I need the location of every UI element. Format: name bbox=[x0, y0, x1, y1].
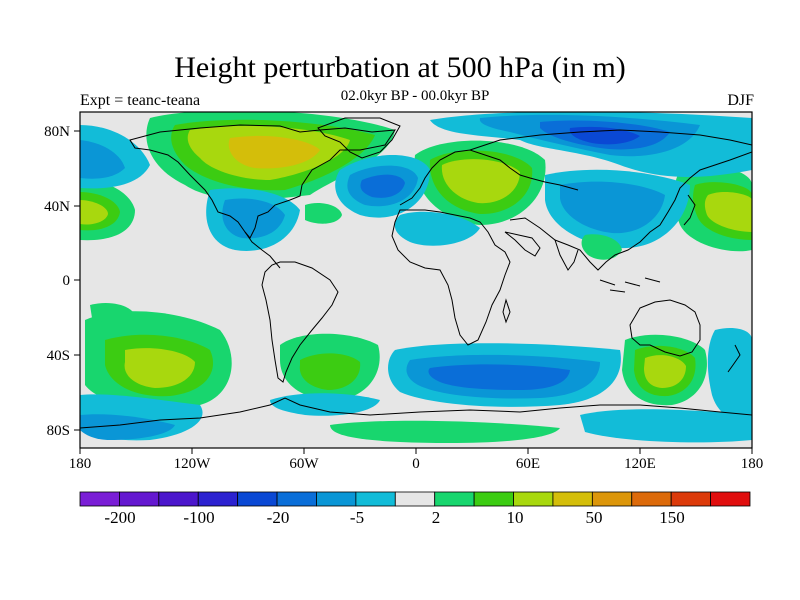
colorbar-label: -200 bbox=[104, 508, 135, 527]
anomaly-central-asia bbox=[545, 169, 690, 249]
anomaly-contours bbox=[80, 112, 752, 444]
colorbar-swatch bbox=[670, 491, 711, 507]
season-subtitle: DJF bbox=[727, 92, 754, 109]
colorbar-swatch bbox=[276, 491, 317, 507]
colorbar bbox=[79, 491, 751, 507]
coast-north-america bbox=[129, 124, 396, 239]
anomaly-north-atlantic bbox=[335, 155, 430, 218]
coast-antarctica bbox=[80, 397, 752, 429]
x-tick-label: 120E bbox=[624, 456, 656, 472]
anomaly-north-pacific-west bbox=[80, 179, 135, 241]
coast-asia bbox=[509, 151, 752, 271]
anomaly-siberia bbox=[430, 112, 752, 177]
colorbar-label: 10 bbox=[507, 508, 524, 527]
colorbar-swatch bbox=[119, 491, 160, 507]
anomaly-eurasia bbox=[414, 140, 546, 225]
colorbar-swatch bbox=[197, 491, 239, 507]
colorbar-swatch bbox=[316, 491, 357, 507]
colorbar-label: -20 bbox=[267, 508, 290, 527]
anomaly-southeast-asia bbox=[581, 234, 622, 260]
x-tick-label: 60E bbox=[516, 456, 540, 472]
colorbar-label: 2 bbox=[432, 508, 441, 527]
anomaly-atlantic-small bbox=[305, 203, 342, 224]
coast-indonesia bbox=[599, 277, 661, 293]
x-tick-label: 60W bbox=[289, 456, 319, 472]
colorbar-label: -5 bbox=[350, 508, 364, 527]
anomaly-north-africa bbox=[394, 211, 480, 246]
anomaly-south-atlantic bbox=[280, 333, 380, 401]
anomaly-southern-indian bbox=[388, 343, 621, 407]
colorbar-swatch bbox=[434, 491, 475, 507]
coast-india bbox=[554, 239, 579, 271]
plot-title: Height perturbation at 500 hPa (in m) bbox=[174, 51, 626, 84]
x-tick-label: 120W bbox=[174, 456, 212, 472]
coast-japan bbox=[683, 194, 696, 226]
anomaly-south-pacific-small bbox=[90, 303, 135, 323]
coast-new-zealand bbox=[727, 344, 741, 373]
x-tick-label: 180 bbox=[69, 456, 92, 472]
anomaly-south-australia bbox=[622, 334, 707, 406]
colorbar-label: 50 bbox=[586, 508, 603, 527]
anomaly-new-zealand bbox=[707, 328, 752, 422]
colorbar-swatch bbox=[394, 491, 436, 507]
colorbar-swatch bbox=[591, 491, 633, 507]
anomaly-west-pacific-north bbox=[80, 125, 150, 189]
y-tick-label: 40S bbox=[47, 348, 70, 364]
colorbar-swatch bbox=[631, 491, 672, 507]
colorbar-swatch bbox=[79, 491, 120, 507]
anomaly-antarctic bbox=[330, 420, 560, 444]
colorbar-swatch bbox=[237, 491, 278, 507]
colorbar-swatch bbox=[355, 491, 396, 507]
x-tick-label: 180 bbox=[741, 456, 764, 472]
colorbar-swatch bbox=[552, 491, 593, 507]
anomaly-antarctic-east bbox=[580, 409, 752, 443]
colorbar-label: -100 bbox=[183, 508, 214, 527]
axis-ticks bbox=[74, 130, 753, 454]
colorbar-labels: -200 -100 -20 -5 2 10 50 150 bbox=[104, 508, 684, 527]
x-tick-label: 0 bbox=[412, 456, 420, 472]
coast-madagascar bbox=[502, 298, 511, 324]
y-tick-label: 80N bbox=[44, 124, 70, 140]
anomaly-central-america bbox=[206, 188, 300, 251]
experiment-subtitle: Expt = teanc-teana bbox=[80, 92, 201, 109]
colorbar-swatch bbox=[513, 491, 554, 507]
coast-siberia bbox=[469, 129, 752, 151]
anomaly-north-america bbox=[146, 112, 395, 200]
x-axis-labels: 180 120W 60W 0 60E 120E 180 bbox=[69, 456, 764, 472]
coast-central-america bbox=[244, 231, 281, 269]
coast-greenland bbox=[317, 117, 401, 159]
coast-south-america bbox=[261, 261, 339, 383]
coast-australia bbox=[629, 299, 701, 357]
y-tick-label: 0 bbox=[63, 273, 71, 289]
y-tick-label: 80S bbox=[47, 423, 70, 439]
colorbar-swatch bbox=[710, 491, 751, 507]
colorbar-swatch bbox=[158, 491, 199, 507]
y-axis-labels: 80N 40N 0 40S 80S bbox=[44, 124, 70, 439]
anomaly-south-pacific bbox=[85, 311, 232, 408]
coast-arabia bbox=[504, 231, 541, 257]
colorbar-label: 150 bbox=[659, 508, 685, 527]
colorbar-swatch bbox=[473, 491, 514, 507]
coastlines bbox=[80, 117, 752, 429]
anomaly-drake-passage bbox=[270, 393, 380, 416]
time-range-subtitle: 02.0kyr BP - 00.0kyr BP bbox=[340, 88, 490, 104]
coast-africa bbox=[391, 209, 511, 346]
y-tick-label: 40N bbox=[44, 199, 70, 215]
coast-europe bbox=[399, 149, 579, 206]
anomaly-north-pacific-east bbox=[674, 165, 752, 252]
